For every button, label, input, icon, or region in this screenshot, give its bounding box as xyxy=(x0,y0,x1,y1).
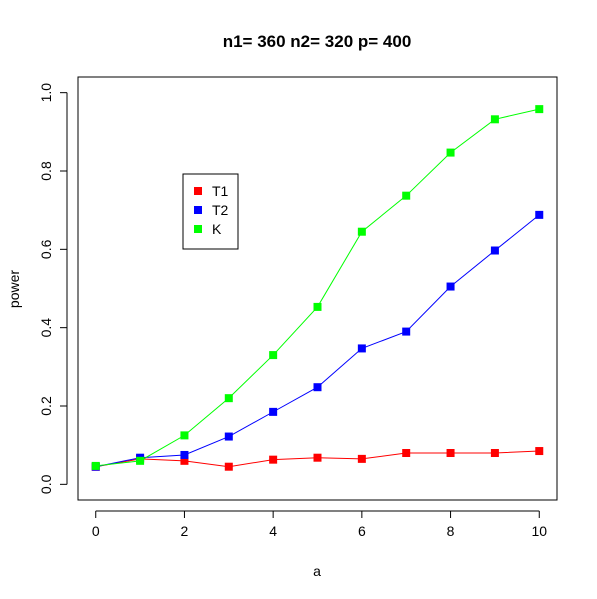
data-point xyxy=(269,351,278,360)
data-point xyxy=(313,302,322,311)
data-point xyxy=(446,148,455,157)
data-point xyxy=(91,461,100,470)
data-point xyxy=(224,432,233,441)
legend-box xyxy=(182,173,239,250)
y-tick-label: 0.4 xyxy=(38,318,54,338)
x-tick-label: 10 xyxy=(531,523,547,539)
series-t1 xyxy=(91,447,544,471)
legend-label: T2 xyxy=(212,202,229,218)
legend-label: T1 xyxy=(212,183,229,199)
data-point xyxy=(535,105,544,114)
data-point xyxy=(357,454,366,463)
data-point xyxy=(402,191,411,200)
data-point xyxy=(490,449,499,457)
x-tick-label: 8 xyxy=(447,523,455,539)
legend-swatch xyxy=(194,187,202,195)
data-point xyxy=(357,344,366,353)
data-point xyxy=(269,455,278,464)
data-point xyxy=(535,210,544,219)
data-point xyxy=(402,327,411,336)
y-axis: 0.0 0.2 0.4 0.6 0.8 1.0 xyxy=(38,83,68,494)
data-point xyxy=(180,431,189,440)
legend-swatch xyxy=(194,225,202,233)
chart-title: n1= 360 n2= 320 p= 400 xyxy=(223,32,412,51)
x-tick-label: 6 xyxy=(358,523,366,539)
y-tick-label: 0.6 xyxy=(38,239,54,259)
data-point xyxy=(313,383,322,392)
y-tick-label: 0.2 xyxy=(38,396,54,416)
legend: T1 T2 K xyxy=(182,173,239,250)
x-tick-label: 0 xyxy=(92,523,100,539)
data-point xyxy=(269,407,278,416)
y-axis-label: power xyxy=(6,270,22,308)
x-axis-label: a xyxy=(313,563,321,579)
legend-swatch xyxy=(194,206,202,214)
data-point xyxy=(224,462,233,471)
data-point xyxy=(136,456,145,465)
plot-frame xyxy=(77,76,558,501)
data-point xyxy=(224,394,233,403)
data-point xyxy=(490,246,499,255)
y-tick-label: 1.0 xyxy=(38,83,54,103)
x-tick-label: 4 xyxy=(269,523,277,539)
series-k xyxy=(91,105,544,470)
series-line-k xyxy=(95,108,540,467)
series-layer xyxy=(91,105,544,471)
y-tick-label: 0.8 xyxy=(38,161,54,181)
data-point xyxy=(446,449,455,457)
legend-label: K xyxy=(212,221,222,237)
series-t2 xyxy=(91,210,544,471)
data-point xyxy=(535,447,544,456)
x-axis: 0 2 4 6 8 10 xyxy=(92,510,547,539)
data-point xyxy=(446,282,455,291)
data-point xyxy=(180,450,189,459)
data-point xyxy=(402,449,411,457)
series-line-t2 xyxy=(95,214,540,468)
data-point xyxy=(490,115,499,124)
y-tick-label: 0.0 xyxy=(38,474,54,494)
data-point xyxy=(357,227,366,236)
data-point xyxy=(180,456,189,465)
x-tick-label: 2 xyxy=(181,523,189,539)
data-point xyxy=(313,453,322,462)
